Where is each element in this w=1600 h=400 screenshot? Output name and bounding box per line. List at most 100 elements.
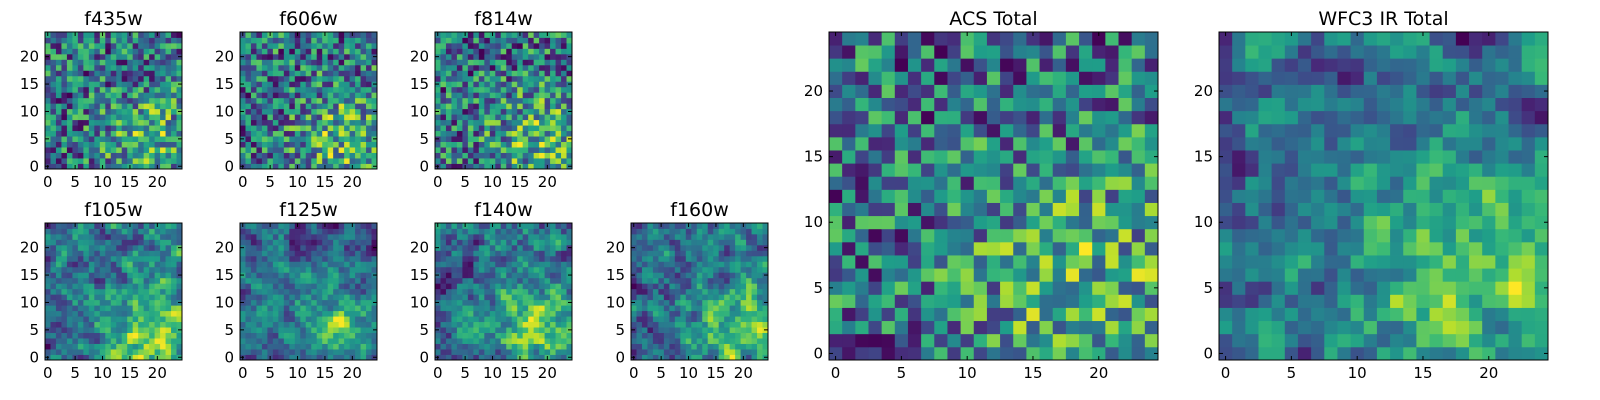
heatmap-cell — [160, 119, 166, 126]
heatmap-cell — [278, 158, 285, 164]
heatmap-cell — [724, 228, 731, 235]
heatmap-cell — [83, 86, 90, 93]
heatmap-cell — [445, 239, 452, 246]
heatmap-cell — [272, 119, 279, 126]
heatmap-cell — [261, 108, 268, 115]
heatmap-cell — [294, 332, 301, 339]
heatmap-cell — [762, 305, 769, 312]
heatmap-cell — [250, 92, 257, 99]
heatmap-cell — [473, 327, 480, 333]
heatmap-cell — [1079, 189, 1093, 203]
heatmap-cell — [311, 75, 318, 82]
heatmap-cell — [522, 125, 529, 132]
heatmap-cell — [55, 310, 62, 317]
heatmap-cell — [267, 233, 274, 240]
heatmap-cell — [445, 75, 452, 82]
heatmap-cell — [724, 283, 731, 290]
heatmap-cell — [495, 86, 502, 93]
heatmap-cell — [1052, 241, 1067, 256]
heatmap-cell — [360, 158, 367, 164]
heatmap-cell — [305, 37, 312, 44]
heatmap-cell — [245, 288, 252, 295]
heatmap-cell — [528, 75, 535, 82]
heatmap-cell — [240, 332, 246, 339]
heatmap-cell — [316, 103, 323, 110]
x-tick-label: 15 — [315, 173, 334, 191]
heatmap-cell — [539, 53, 545, 60]
heatmap-cell — [371, 119, 378, 126]
heatmap-cell — [680, 327, 687, 333]
heatmap-cell — [435, 343, 441, 350]
heatmap-cell — [94, 81, 101, 88]
heatmap-cell — [561, 343, 567, 350]
heatmap-cell — [344, 81, 350, 88]
heatmap-cell — [467, 119, 474, 126]
heatmap-cell — [300, 294, 307, 301]
heatmap-cell — [132, 283, 139, 290]
heatmap-cell — [149, 354, 155, 361]
heatmap-cell — [462, 283, 469, 290]
x-tick-label: 10 — [288, 173, 307, 191]
heatmap-cell — [500, 272, 507, 279]
heatmap-cell — [550, 272, 556, 279]
heatmap-cell — [305, 108, 312, 115]
heatmap-cell — [456, 92, 463, 99]
heatmap-cell — [267, 86, 274, 93]
heatmap-cell — [855, 150, 869, 164]
heatmap-cell — [484, 152, 491, 159]
heatmap-cell — [272, 53, 279, 60]
heatmap-cell — [45, 310, 51, 317]
heatmap-cell — [366, 338, 372, 344]
heatmap-cell — [435, 255, 441, 262]
heatmap-cell — [478, 103, 485, 110]
heatmap-cell — [631, 316, 637, 323]
heatmap-cell — [539, 294, 545, 301]
heatmap-cell — [724, 349, 731, 355]
heatmap-cell — [511, 288, 518, 295]
heatmap-cell — [61, 321, 68, 328]
heatmap-cell — [495, 163, 502, 170]
heatmap-cell — [165, 130, 172, 137]
heatmap-cell — [316, 354, 323, 361]
heatmap-cell — [171, 48, 177, 55]
heatmap-cell — [517, 152, 524, 159]
x-tick-label: 5 — [656, 364, 666, 382]
heatmap-cell — [77, 103, 84, 110]
heatmap-cell — [88, 228, 95, 235]
heatmap-cell — [1079, 163, 1093, 177]
heatmap-cell — [349, 136, 356, 142]
heatmap-cell — [116, 305, 123, 312]
heatmap-cell — [636, 233, 643, 240]
heatmap-cell — [176, 288, 183, 295]
heatmap-cell — [322, 288, 329, 295]
heatmap-cell — [973, 241, 988, 256]
heatmap-cell — [77, 305, 84, 312]
heatmap-cell — [1052, 215, 1067, 230]
heatmap-cell — [355, 97, 361, 104]
heatmap-cell — [868, 346, 883, 361]
heatmap-cell — [116, 228, 123, 235]
heatmap-cell — [1039, 281, 1054, 295]
heatmap-cell — [1144, 202, 1159, 217]
heatmap-cell — [240, 316, 246, 323]
heatmap-cell — [631, 349, 637, 355]
heatmap-cell — [495, 32, 502, 38]
heatmap-cell — [445, 250, 452, 257]
heatmap-cell — [544, 70, 551, 77]
heatmap-cell — [907, 346, 922, 361]
heatmap-cell — [544, 37, 551, 44]
heatmap-cell — [561, 338, 567, 344]
heatmap-cell — [636, 228, 643, 235]
heatmap-cell — [283, 327, 290, 333]
heatmap-cell — [360, 64, 367, 71]
heatmap-cell — [658, 272, 665, 279]
heatmap-cell — [680, 294, 687, 301]
heatmap-cell — [484, 299, 491, 306]
heatmap-cell — [327, 48, 334, 55]
heatmap-cell — [1013, 241, 1027, 256]
heatmap-cell — [478, 42, 485, 49]
heatmap-cell — [116, 92, 123, 99]
heatmap-cell — [278, 310, 285, 317]
heatmap-cell — [371, 255, 378, 262]
heatmap-cell — [311, 310, 318, 317]
